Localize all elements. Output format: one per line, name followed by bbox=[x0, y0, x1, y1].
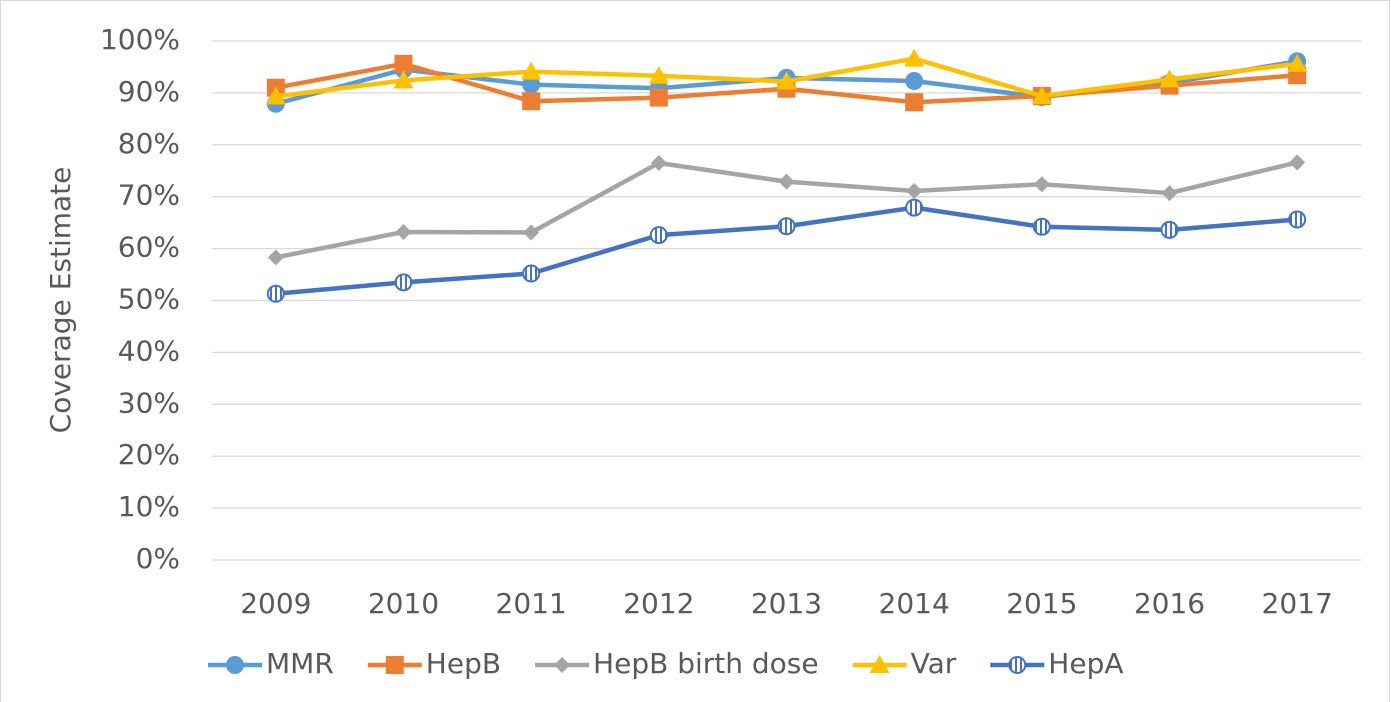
series bbox=[267, 154, 1306, 266]
marker bbox=[1161, 185, 1178, 202]
legend-item: HepB birth dose bbox=[535, 647, 819, 680]
y-axis-label: Coverage Estimate bbox=[44, 167, 77, 434]
y-tick-label: 30% bbox=[118, 386, 180, 419]
marker bbox=[267, 249, 284, 266]
marker bbox=[650, 154, 667, 171]
y-tick-label: 80% bbox=[118, 127, 180, 160]
y-tick-label: 50% bbox=[118, 283, 180, 316]
x-tick-label: 2012 bbox=[623, 587, 694, 620]
marker bbox=[265, 86, 286, 105]
marker bbox=[776, 71, 797, 90]
marker bbox=[649, 226, 668, 245]
x-tick-label: 2010 bbox=[368, 587, 439, 620]
marker bbox=[1288, 210, 1307, 229]
legend-item: MMR bbox=[208, 647, 334, 680]
marker bbox=[522, 92, 541, 111]
legend-label: HepB bbox=[426, 647, 501, 680]
marker bbox=[394, 54, 413, 73]
x-tick-label: 2013 bbox=[751, 587, 822, 620]
marker bbox=[1032, 217, 1051, 236]
marker bbox=[1031, 86, 1052, 105]
legend-item: Var bbox=[852, 647, 957, 680]
marker bbox=[1008, 656, 1027, 674]
marker bbox=[869, 655, 890, 673]
marker bbox=[648, 65, 669, 84]
marker bbox=[904, 48, 925, 67]
legend-label: HepA bbox=[1048, 647, 1123, 680]
y-tick-label: 0% bbox=[136, 542, 180, 575]
x-tick-label: 2017 bbox=[1262, 587, 1333, 620]
marker bbox=[1160, 220, 1179, 239]
marker bbox=[777, 217, 796, 236]
marker bbox=[522, 75, 541, 94]
marker bbox=[905, 198, 924, 217]
marker bbox=[906, 182, 923, 199]
marker bbox=[522, 264, 541, 283]
y-tick-label: 90% bbox=[118, 75, 180, 108]
marker bbox=[521, 61, 542, 80]
y-tick-label: 40% bbox=[118, 334, 180, 367]
marker bbox=[395, 223, 412, 240]
x-tick-label: 2011 bbox=[496, 587, 567, 620]
series bbox=[266, 198, 1307, 303]
marker bbox=[266, 284, 285, 303]
marker bbox=[905, 71, 924, 90]
series bbox=[265, 48, 1308, 105]
marker bbox=[649, 88, 668, 107]
marker bbox=[778, 173, 795, 190]
x-tick-label: 2016 bbox=[1134, 587, 1205, 620]
y-tick-label: 100% bbox=[100, 23, 180, 56]
marker bbox=[1287, 53, 1308, 72]
marker bbox=[1289, 154, 1306, 171]
marker bbox=[554, 657, 571, 673]
marker bbox=[523, 224, 540, 241]
legend-label: HepB birth dose bbox=[593, 647, 819, 680]
marker bbox=[226, 656, 244, 674]
marker bbox=[385, 656, 404, 674]
y-tick-label: 60% bbox=[118, 231, 180, 264]
y-tick-label: 10% bbox=[118, 490, 180, 523]
y-tick-label: 70% bbox=[118, 179, 180, 212]
marker bbox=[1159, 69, 1180, 88]
legend-label: Var bbox=[911, 647, 957, 680]
legend-label: MMR bbox=[266, 647, 334, 680]
marker bbox=[394, 273, 413, 292]
marker bbox=[1033, 176, 1050, 193]
x-tick-label: 2009 bbox=[240, 587, 311, 620]
marker bbox=[905, 93, 924, 112]
legend-item: HepA bbox=[990, 647, 1124, 680]
x-tick-label: 2015 bbox=[1006, 587, 1077, 620]
marker bbox=[393, 70, 414, 89]
legend-item: HepB bbox=[367, 647, 501, 680]
y-tick-label: 20% bbox=[118, 438, 180, 471]
x-tick-label: 2014 bbox=[879, 587, 950, 620]
